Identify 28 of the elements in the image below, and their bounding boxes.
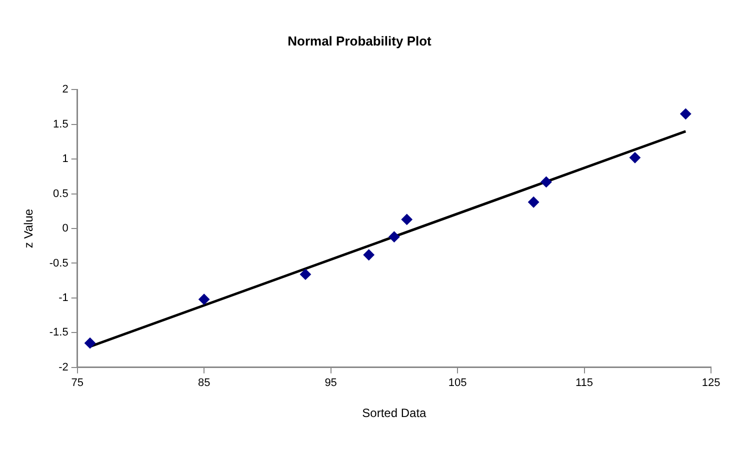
point bbox=[300, 268, 311, 280]
x-tick-label: 75 bbox=[71, 377, 84, 390]
point bbox=[528, 196, 540, 208]
x-tick-label: 105 bbox=[448, 377, 467, 390]
y-tick-label: 1.5 bbox=[53, 118, 68, 130]
x-tick-label: 115 bbox=[575, 377, 594, 390]
y-tick-label: 0.5 bbox=[53, 188, 68, 200]
y-axis-title: z Value bbox=[22, 208, 36, 248]
y-tick-label: -0.5 bbox=[49, 257, 68, 270]
x-tick-label: 95 bbox=[324, 377, 337, 390]
point bbox=[84, 338, 96, 349]
x-axis-title: Sorted Data bbox=[362, 406, 427, 420]
chart-title: Normal Probability Plot bbox=[288, 33, 432, 48]
x-tick-label: 125 bbox=[702, 377, 720, 390]
y-tick-label: -1.5 bbox=[49, 326, 68, 339]
y-tick-label: -1 bbox=[58, 292, 68, 304]
point bbox=[401, 214, 412, 225]
point bbox=[363, 249, 374, 260]
point bbox=[680, 108, 692, 120]
point bbox=[540, 176, 552, 188]
y-tick-label: 1 bbox=[62, 153, 68, 166]
y-tick-label: 0 bbox=[62, 222, 68, 235]
x-tick-label: 85 bbox=[198, 377, 210, 390]
y-tick-label: -2 bbox=[58, 361, 68, 374]
point bbox=[629, 152, 640, 164]
point bbox=[388, 231, 400, 242]
point bbox=[198, 294, 210, 305]
y-tick-label: 2 bbox=[62, 84, 68, 96]
